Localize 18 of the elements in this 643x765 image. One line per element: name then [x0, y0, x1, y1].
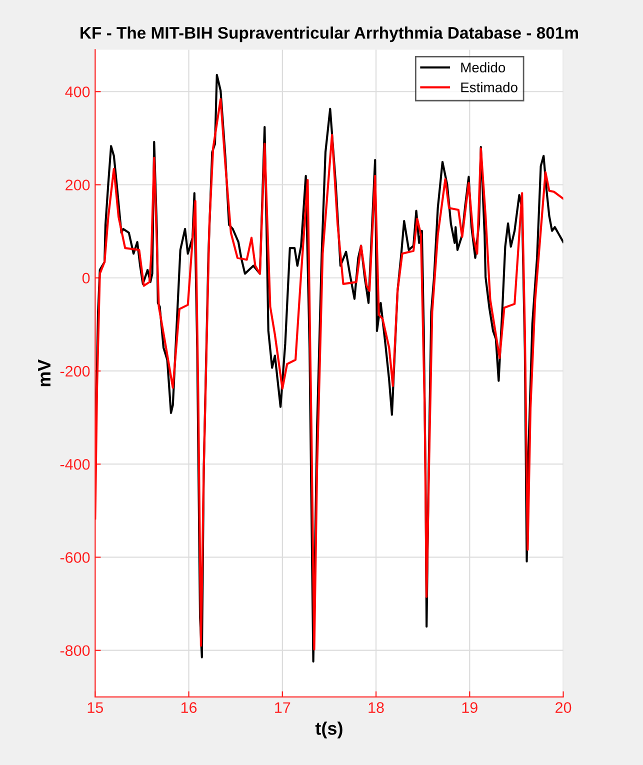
y-axis-title: mV [38, 359, 50, 386]
x-tick-label: 18 [368, 702, 384, 713]
x-tick-label: 17 [275, 702, 290, 713]
x-tick-label: 20 [556, 702, 572, 713]
x-axis-title: t(s) [315, 722, 342, 738]
y-tick-label: -600 [60, 552, 90, 563]
y-tick-label: 200 [66, 180, 90, 190]
y-tick-label: -200 [60, 366, 90, 377]
x-tick-label: 19 [462, 702, 478, 713]
y-tick-label: -400 [60, 458, 90, 470]
legend-label: Estimado [461, 82, 518, 92]
chart-title: KF - The MIT-BIH Supraventricular Arrhythmia Database - 801m [80, 26, 578, 42]
y-tick-label: 400 [65, 86, 90, 98]
legend-label: Medido [461, 62, 506, 72]
x-tick-label: 16 [181, 702, 197, 713]
x-tick-label: 15 [88, 702, 104, 713]
y-tick-label: 0 [82, 272, 90, 284]
y-tick-label: -800 [60, 645, 90, 656]
